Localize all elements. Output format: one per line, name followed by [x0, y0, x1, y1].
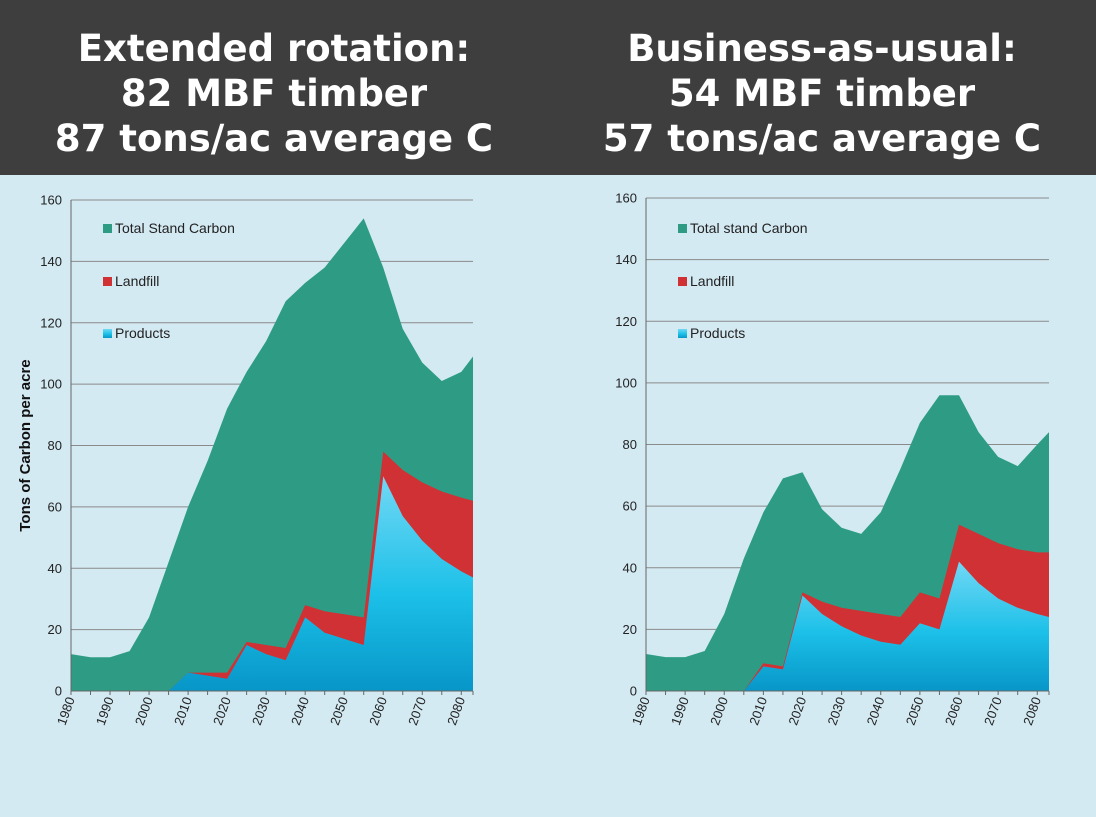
x-tick-label: 2000: [707, 695, 731, 727]
x-tick-label: 1990: [668, 695, 692, 727]
y-tick-label: 80: [48, 438, 62, 453]
legend-swatch: [103, 329, 112, 338]
y-tick-label: 60: [48, 499, 62, 514]
x-tick-label: 2040: [288, 695, 312, 727]
area-products: [71, 476, 473, 691]
y-tick-label: 160: [615, 191, 637, 206]
y-tick-label: 100: [615, 375, 637, 390]
right-title-line: 57 tons/ac average C: [602, 117, 1042, 160]
legend-swatch: [678, 224, 687, 233]
legend-label: Landfill: [690, 273, 734, 289]
y-tick-label: 120: [40, 315, 62, 330]
y-tick-label: 160: [40, 193, 62, 208]
x-tick-label: 2010: [746, 695, 770, 727]
x-tick-label: 2080: [444, 695, 468, 727]
left-title-line: 87 tons/ac average C: [54, 117, 494, 160]
legend-swatch: [678, 329, 687, 338]
y-tick-label: 0: [55, 684, 62, 699]
x-tick-label: 2050: [327, 695, 351, 727]
y-tick-label: 140: [615, 252, 637, 267]
x-tick-label: 2040: [864, 695, 888, 727]
y-tick-label: 100: [40, 377, 62, 392]
x-tick-label: 1980: [54, 695, 78, 727]
left-chart-title: Extended rotation: 82 MBF timber 87 tons…: [0, 26, 548, 161]
title-banner: Extended rotation: 82 MBF timber 87 tons…: [0, 0, 1096, 175]
x-tick-label: 2030: [249, 695, 273, 727]
y-tick-label: 0: [630, 684, 637, 699]
y-tick-label: 80: [623, 437, 637, 452]
legend-swatch: [678, 277, 687, 286]
y-axis-label: Tons of Carbon per acre: [17, 359, 34, 531]
left-title-line: Extended rotation:: [77, 27, 471, 70]
y-tick-label: 60: [623, 499, 637, 514]
x-tick-label: 2010: [171, 695, 195, 727]
right-title-line: Business-as-usual:: [627, 27, 1017, 70]
x-tick-label: 2020: [785, 695, 809, 727]
legend-label: Landfill: [115, 273, 159, 289]
x-tick-label: 2050: [903, 695, 927, 727]
area-products: [646, 561, 1049, 691]
x-tick-label: 2060: [366, 695, 390, 727]
legend-label: Products: [690, 325, 745, 341]
y-tick-label: 140: [40, 254, 62, 269]
x-tick-label: 2070: [981, 695, 1005, 727]
x-tick-label: 2070: [405, 695, 429, 727]
x-tick-label: 1990: [93, 695, 117, 727]
x-tick-label: 2060: [942, 695, 966, 727]
y-tick-label: 120: [615, 314, 637, 329]
x-tick-label: 2030: [824, 695, 848, 727]
legend-label: Total Stand Carbon: [115, 220, 235, 236]
y-tick-label: 40: [48, 561, 62, 576]
x-tick-label: 2000: [132, 695, 156, 727]
x-tick-label: 2020: [210, 695, 234, 727]
legend-swatch: [103, 224, 112, 233]
left-title-line: 82 MBF timber: [120, 72, 428, 115]
right-title-line: 54 MBF timber: [668, 72, 976, 115]
y-tick-label: 20: [48, 622, 62, 637]
y-tick-label: 40: [623, 560, 637, 575]
legend-label: Products: [115, 325, 170, 341]
legend-label: Total stand Carbon: [690, 220, 808, 236]
x-tick-label: 1980: [629, 695, 653, 727]
x-tick-label: 2080: [1020, 695, 1044, 727]
legend-swatch: [103, 277, 112, 286]
right-chart-title: Business-as-usual: 54 MBF timber 57 tons…: [548, 26, 1096, 161]
y-tick-label: 20: [623, 622, 637, 637]
